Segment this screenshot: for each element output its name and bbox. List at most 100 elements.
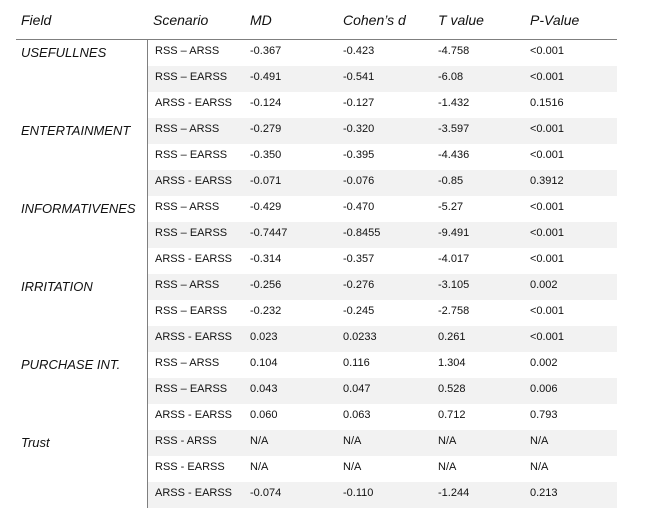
results-table: Field Scenario MD Cohen’s d T value P-Va… bbox=[16, 0, 617, 508]
cohens-d-cell: -0.423 bbox=[343, 45, 375, 57]
md-cell: -0.429 bbox=[250, 201, 282, 213]
md-cell: 0.104 bbox=[250, 357, 278, 369]
cohens-d-cell: -0.320 bbox=[343, 123, 375, 135]
p-value-cell: <0.001 bbox=[530, 305, 564, 317]
table-row: RSS - EARSS N/A N/A N/A N/A bbox=[16, 456, 617, 482]
t-value-cell: -5.27 bbox=[438, 201, 464, 213]
table-header-row: Field Scenario MD Cohen’s d T value P-Va… bbox=[16, 0, 617, 40]
t-value-cell: 0.712 bbox=[438, 409, 466, 421]
table-body: USEFULLNES RSS – ARSS -0.367 -0.423 -4.758 <0… bbox=[16, 40, 617, 508]
field-label: Trust bbox=[21, 435, 50, 450]
p-value-cell: N/A bbox=[530, 461, 549, 473]
p-value-cell: 0.213 bbox=[530, 487, 558, 499]
t-value-cell: -6.08 bbox=[438, 71, 464, 83]
field-label: USEFULLNES bbox=[21, 45, 107, 60]
table-row: ENTERTAINMENT RSS – ARSS -0.279 -0.320 -3.59… bbox=[16, 118, 617, 144]
scenario-cell: ARSS - EARSS bbox=[155, 97, 233, 109]
scenario-cell: RSS – ARSS bbox=[155, 45, 220, 57]
p-value-cell: 0.002 bbox=[530, 279, 558, 291]
cohens-d-cell: -0.276 bbox=[343, 279, 375, 291]
p-value-cell: <0.001 bbox=[530, 227, 564, 239]
p-value-cell: <0.001 bbox=[530, 123, 564, 135]
header-scenario: Scenario bbox=[153, 12, 209, 28]
row-shading bbox=[148, 118, 617, 144]
cohens-d-cell: -0.395 bbox=[343, 149, 375, 161]
table-row: RSS – EARSS 0.043 0.047 0.528 0.006 bbox=[16, 378, 617, 404]
header-cohens-d: Cohen’s d bbox=[343, 12, 406, 28]
table-row: RSS – EARSS -0.491 -0.541 -6.08 <0.001 bbox=[16, 66, 617, 92]
scenario-cell: RSS – ARSS bbox=[155, 123, 220, 135]
row-shading bbox=[148, 430, 617, 456]
table-row: RSS – EARSS -0.7447 -0.8455 -9.491 <0.001 bbox=[16, 222, 617, 248]
md-cell: 0.023 bbox=[250, 331, 278, 343]
md-cell: -0.7447 bbox=[250, 227, 288, 239]
t-value-cell: -4.758 bbox=[438, 45, 470, 57]
cohens-d-cell: -0.245 bbox=[343, 305, 375, 317]
header-t-value: T value bbox=[438, 12, 484, 28]
table-row: IRRITATION RSS – ARSS -0.256 -0.276 -3.105 0.… bbox=[16, 274, 617, 300]
p-value-cell: 0.002 bbox=[530, 357, 558, 369]
scenario-cell: RSS – EARSS bbox=[155, 383, 228, 395]
md-cell: -0.350 bbox=[250, 149, 282, 161]
table-row: ARSS - EARSS -0.314 -0.357 -4.017 <0.001 bbox=[16, 248, 617, 274]
md-cell: -0.256 bbox=[250, 279, 282, 291]
md-cell: N/A bbox=[250, 461, 269, 473]
t-value-cell: -2.758 bbox=[438, 305, 470, 317]
md-cell: 0.043 bbox=[250, 383, 278, 395]
table-row: ARSS - EARSS -0.071 -0.076 -0.85 0.3912 bbox=[16, 170, 617, 196]
scenario-cell: RSS – EARSS bbox=[155, 227, 228, 239]
cohens-d-cell: N/A bbox=[343, 435, 362, 447]
p-value-cell: <0.001 bbox=[530, 149, 564, 161]
md-cell: -0.124 bbox=[250, 97, 282, 109]
header-md: MD bbox=[250, 12, 272, 28]
md-cell: 0.060 bbox=[250, 409, 278, 421]
p-value-cell: 0.3912 bbox=[530, 175, 564, 187]
row-shading bbox=[148, 170, 617, 196]
p-value-cell: 0.1516 bbox=[530, 97, 564, 109]
p-value-cell: <0.001 bbox=[530, 253, 564, 265]
row-shading bbox=[148, 326, 617, 352]
md-cell: -0.314 bbox=[250, 253, 282, 265]
t-value-cell: N/A bbox=[438, 435, 457, 447]
table-row: ARSS - EARSS -0.124 -0.127 -1.432 0.1516 bbox=[16, 92, 617, 118]
cohens-d-cell: -0.541 bbox=[343, 71, 375, 83]
p-value-cell: <0.001 bbox=[530, 45, 564, 57]
table-row: ARSS - EARSS 0.060 0.063 0.712 0.793 bbox=[16, 404, 617, 430]
row-shading bbox=[148, 482, 617, 508]
scenario-cell: ARSS - EARSS bbox=[155, 487, 233, 499]
t-value-cell: -0.85 bbox=[438, 175, 464, 187]
row-shading bbox=[148, 66, 617, 92]
t-value-cell: -4.017 bbox=[438, 253, 470, 265]
row-shading bbox=[148, 274, 617, 300]
cohens-d-cell: -0.110 bbox=[343, 487, 374, 499]
cohens-d-cell: -0.357 bbox=[343, 253, 375, 265]
cohens-d-cell: N/A bbox=[343, 461, 362, 473]
table-row: INFORMATIVENES RSS – ARSS -0.429 -0.470 -5.2… bbox=[16, 196, 617, 222]
cohens-d-cell: -0.8455 bbox=[343, 227, 381, 239]
table-row: RSS – EARSS -0.232 -0.245 -2.758 <0.001 bbox=[16, 300, 617, 326]
scenario-cell: RSS – ARSS bbox=[155, 357, 220, 369]
md-cell: N/A bbox=[250, 435, 269, 447]
scenario-cell: RSS - ARSS bbox=[155, 435, 217, 447]
t-value-cell: -3.105 bbox=[438, 279, 470, 291]
cohens-d-cell: 0.0233 bbox=[343, 331, 377, 343]
scenario-cell: RSS – EARSS bbox=[155, 305, 228, 317]
t-value-cell: -4.436 bbox=[438, 149, 470, 161]
p-value-cell: 0.793 bbox=[530, 409, 558, 421]
md-cell: -0.074 bbox=[250, 487, 282, 499]
field-label: IRRITATION bbox=[21, 279, 93, 294]
cohens-d-cell: -0.470 bbox=[343, 201, 375, 213]
p-value-cell: N/A bbox=[530, 435, 549, 447]
scenario-cell: RSS – EARSS bbox=[155, 149, 228, 161]
scenario-cell: ARSS - EARSS bbox=[155, 409, 233, 421]
t-value-cell: -1.432 bbox=[438, 97, 470, 109]
md-cell: -0.367 bbox=[250, 45, 282, 57]
scenario-cell: RSS – ARSS bbox=[155, 201, 220, 213]
t-value-cell: 1.304 bbox=[438, 357, 466, 369]
table-row: ARSS - EARSS -0.074 -0.110 -1.244 0.213 bbox=[16, 482, 617, 508]
column-divider bbox=[147, 40, 148, 508]
table-row: ARSS - EARSS 0.023 0.0233 0.261 <0.001 bbox=[16, 326, 617, 352]
t-value-cell: N/A bbox=[438, 461, 457, 473]
md-cell: -0.232 bbox=[250, 305, 282, 317]
p-value-cell: 0.006 bbox=[530, 383, 558, 395]
